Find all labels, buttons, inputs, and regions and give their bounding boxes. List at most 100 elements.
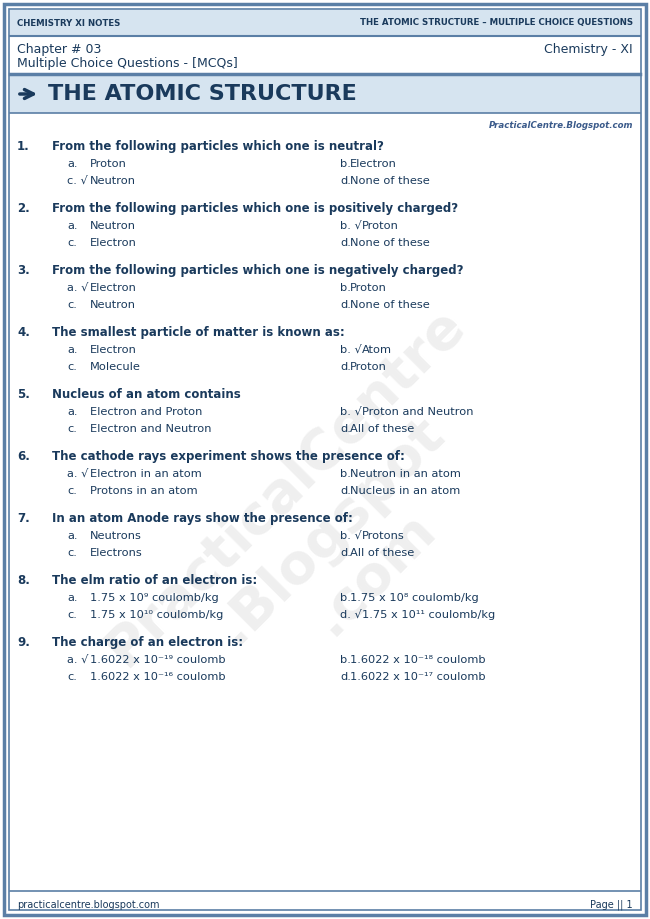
Text: c.: c. [67,548,77,558]
Text: THE ATOMIC STRUCTURE – MULTIPLE CHOICE QUESTIONS: THE ATOMIC STRUCTURE – MULTIPLE CHOICE Q… [360,18,633,28]
Text: 5.: 5. [17,388,30,401]
Text: b.: b. [340,159,351,169]
Text: Electrons: Electrons [90,548,143,558]
Text: c.: c. [67,238,77,248]
Text: The cathode rays experiment shows the presence of:: The cathode rays experiment shows the pr… [52,450,405,463]
Text: a.: a. [67,531,77,541]
Text: Nucleus of an atom contains: Nucleus of an atom contains [52,388,240,401]
Text: d.: d. [340,424,351,434]
Text: a.: a. [67,345,77,355]
Text: Chapter # 03: Chapter # 03 [17,42,101,55]
Text: Neutron in an atom: Neutron in an atom [350,469,461,479]
Text: d.: d. [340,486,351,496]
Text: b. √: b. √ [340,407,362,417]
Text: Neutron: Neutron [90,300,136,310]
Text: d.: d. [340,176,351,186]
Text: Protons in an atom: Protons in an atom [90,486,198,496]
Text: 4.: 4. [17,326,30,339]
Text: Protons: Protons [362,531,405,541]
Text: c.: c. [67,424,77,434]
Text: 8.: 8. [17,574,30,587]
Text: a.: a. [67,593,77,603]
Text: Neutrons: Neutrons [90,531,142,541]
Text: d.: d. [340,238,351,248]
Text: Electron and Proton: Electron and Proton [90,407,202,417]
Text: d.: d. [340,300,351,310]
Text: Electron: Electron [90,283,137,293]
Text: PracticalCentre
.Blogspot
.com: PracticalCentre .Blogspot .com [96,296,564,764]
Text: From the following particles which one is positively charged?: From the following particles which one i… [52,202,458,215]
Text: Electron: Electron [90,238,137,248]
Text: Neutron: Neutron [90,176,136,186]
Text: 1.75 x 10¹⁰ coulomb/kg: 1.75 x 10¹⁰ coulomb/kg [90,610,224,620]
Text: 2.: 2. [17,202,30,215]
Text: Proton and Neutron: Proton and Neutron [362,407,473,417]
Text: Proton: Proton [362,221,399,231]
Text: Neutron: Neutron [90,221,136,231]
Text: a. √: a. √ [67,469,88,479]
Text: b. √: b. √ [340,221,362,231]
Text: d.: d. [340,672,351,682]
Text: The smallest particle of matter is known as:: The smallest particle of matter is known… [52,326,344,339]
Text: c.: c. [67,362,77,372]
Text: c.: c. [67,486,77,496]
Text: 1.6022 x 10⁻¹⁸ coulomb: 1.6022 x 10⁻¹⁸ coulomb [350,655,486,665]
Text: Chemistry - XI: Chemistry - XI [545,42,633,55]
Text: PracticalCentre.Blogspot.com: PracticalCentre.Blogspot.com [489,121,633,130]
Text: b. √: b. √ [340,531,362,541]
Text: Electron in an atom: Electron in an atom [90,469,202,479]
Text: a. √: a. √ [67,283,88,293]
Text: c.: c. [67,300,77,310]
Text: b. √: b. √ [340,345,362,355]
Text: Page || 1: Page || 1 [590,900,633,910]
Text: 9.: 9. [17,636,30,649]
Text: 1.6022 x 10⁻¹⁶ coulomb: 1.6022 x 10⁻¹⁶ coulomb [90,672,226,682]
Text: 7.: 7. [17,512,30,525]
Text: All of these: All of these [350,548,414,558]
Text: b.: b. [340,469,351,479]
Text: Molecule: Molecule [90,362,141,372]
Text: All of these: All of these [350,424,414,434]
Text: a.: a. [67,407,77,417]
Text: 1.6022 x 10⁻¹⁹ coulomb: 1.6022 x 10⁻¹⁹ coulomb [90,655,226,665]
Text: None of these: None of these [350,176,430,186]
Text: c.: c. [67,610,77,620]
Text: THE ATOMIC STRUCTURE: THE ATOMIC STRUCTURE [48,84,357,104]
Text: In an atom Anode rays show the presence of:: In an atom Anode rays show the presence … [52,512,353,525]
Text: b.: b. [340,283,351,293]
Text: b.: b. [340,655,351,665]
Text: Electron: Electron [90,345,137,355]
Text: b.: b. [340,593,351,603]
Bar [10,75,640,113]
Text: Electron and Neutron: Electron and Neutron [90,424,211,434]
Text: None of these: None of these [350,238,430,248]
Text: d.: d. [340,548,351,558]
Text: a.: a. [67,221,77,231]
Text: Proton: Proton [90,159,127,169]
Text: 1.75 x 10⁹ coulomb/kg: 1.75 x 10⁹ coulomb/kg [90,593,219,603]
Text: c.: c. [67,672,77,682]
Text: c. √: c. √ [67,176,88,186]
Text: a. √: a. √ [67,655,88,665]
Text: d.: d. [340,362,351,372]
Text: practicalcentre.blogspot.com: practicalcentre.blogspot.com [17,900,159,910]
Text: 1.: 1. [17,140,30,153]
Text: CHEMISTRY XI NOTES: CHEMISTRY XI NOTES [17,18,120,28]
Text: a.: a. [67,159,77,169]
Text: None of these: None of these [350,300,430,310]
Text: 1.75 x 10¹¹ coulomb/kg: 1.75 x 10¹¹ coulomb/kg [362,610,495,620]
Text: Multiple Choice Questions - [MCQs]: Multiple Choice Questions - [MCQs] [17,58,238,71]
Text: Nucleus in an atom: Nucleus in an atom [350,486,460,496]
Bar [10,10,640,36]
Text: From the following particles which one is neutral?: From the following particles which one i… [52,140,384,153]
Text: 1.6022 x 10⁻¹⁷ coulomb: 1.6022 x 10⁻¹⁷ coulomb [350,672,486,682]
Text: 6.: 6. [17,450,30,463]
Text: From the following particles which one is negatively charged?: From the following particles which one i… [52,264,463,277]
Text: 3.: 3. [17,264,30,277]
Text: Proton: Proton [350,362,387,372]
Text: The charge of an electron is:: The charge of an electron is: [52,636,243,649]
Text: Electron: Electron [350,159,397,169]
Text: 1.75 x 10⁸ coulomb/kg: 1.75 x 10⁸ coulomb/kg [350,593,479,603]
Text: The elm ratio of an electron is:: The elm ratio of an electron is: [52,574,257,587]
Text: d. √: d. √ [340,610,362,620]
